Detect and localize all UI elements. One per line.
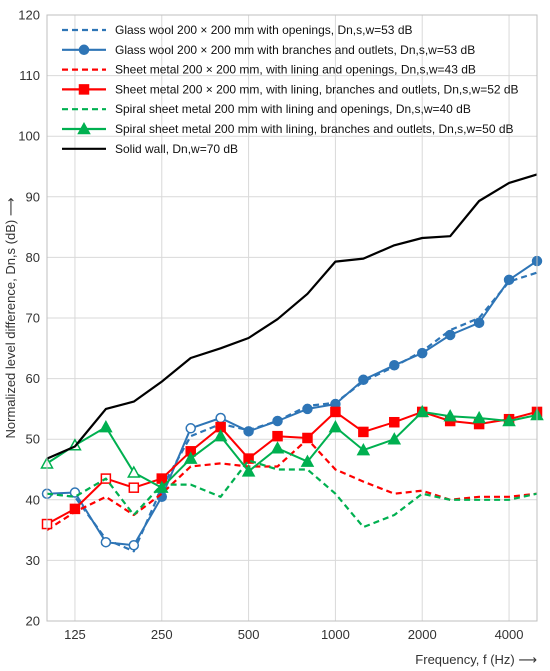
data-point [272, 415, 283, 427]
data-point [155, 480, 169, 493]
data-point [243, 426, 254, 437]
data-point [100, 536, 112, 548]
data-point [444, 329, 456, 341]
tick-labels: 20 30 40 50 60 70 80 90 100 110 120 125 250 500 1000 20… [18, 8, 523, 643]
data-point [270, 441, 285, 454]
data-point [503, 274, 515, 286]
data-point [241, 464, 256, 477]
x-tick-label: 125 [64, 627, 86, 642]
data-point [502, 413, 516, 427]
y-tick-label: 20 [26, 614, 40, 629]
data-point [328, 420, 343, 433]
legend-label: Spiral sheet metal 200 mm with lining, b… [115, 122, 514, 136]
y-tick-label: 60 [26, 371, 40, 386]
data-point [443, 409, 457, 422]
series-line [46, 410, 538, 489]
y-tick-label: 80 [26, 250, 40, 265]
legend-label: Solid wall, Dn,w=70 dB [115, 142, 238, 156]
legend: Glass wool 200 × 200 mm with openings, D… [62, 23, 519, 156]
data-point [215, 412, 226, 424]
data-point [128, 482, 140, 493]
series-5 [46, 459, 538, 529]
data-point [358, 426, 369, 438]
data-point [387, 432, 402, 445]
legend-label: Glass wool 200 × 200 mm with openings, D… [115, 23, 413, 37]
series-line [46, 271, 538, 553]
legend-entry: Spiral sheet metal 200 mm with lining, b… [62, 121, 514, 136]
series-7 [46, 173, 538, 460]
data-point [472, 410, 486, 424]
data-point [358, 374, 369, 386]
data-point [473, 317, 485, 329]
data-point [416, 347, 428, 359]
legend-entry: Glass wool 200 × 200 mm with openings, D… [62, 23, 413, 37]
y-tick-label: 100 [18, 129, 40, 144]
data-point [302, 432, 313, 444]
data-point [69, 503, 81, 515]
x-tick-label: 2000 [408, 627, 437, 642]
legend-entry: Solid wall, Dn,w=70 dB [62, 142, 238, 156]
y-tick-label: 70 [26, 311, 40, 326]
series-line [46, 173, 538, 460]
data-point [183, 451, 198, 464]
data-point [302, 403, 313, 415]
legend-label: Sheet metal 200 × 200 mm, with lining, b… [115, 82, 519, 96]
y-axis-title: Normalized level difference, Dn,s (dB) ⟶ [3, 198, 18, 439]
legend-label: Sheet metal 200 × 200 mm, with lining an… [115, 63, 476, 77]
y-tick-label: 90 [26, 189, 40, 204]
data-point [185, 423, 196, 434]
series-line [46, 459, 538, 529]
legend-label: Glass wool 200 × 200 mm with branches an… [115, 43, 475, 57]
data-point [389, 416, 400, 428]
data-point [99, 420, 113, 433]
data-point [127, 465, 141, 478]
x-tick-label: 250 [151, 627, 173, 642]
y-tick-label: 50 [26, 432, 40, 447]
legend-marker [77, 121, 91, 135]
y-tick-label: 30 [26, 553, 40, 568]
legend-entry: Glass wool 200 × 200 mm with branches an… [62, 43, 475, 57]
y-tick-label: 120 [18, 8, 40, 23]
data-point [389, 360, 400, 371]
legend-entry: Sheet metal 200 × 200 mm, with lining, b… [62, 82, 519, 96]
legend-marker [78, 84, 90, 95]
y-tick-label: 40 [26, 492, 40, 507]
x-axis-title: Frequency, f (Hz) ⟶ [415, 652, 537, 667]
legend-entry: Sheet metal 200 × 200 mm, with lining an… [62, 63, 476, 77]
series-1 [46, 271, 538, 553]
legend-label: Spiral sheet metal 200 mm with lining an… [115, 102, 471, 116]
x-tick-label: 500 [238, 627, 260, 642]
data-point [272, 430, 283, 442]
y-tick-label: 110 [19, 68, 40, 83]
x-tick-label: 4000 [495, 627, 524, 642]
data-point [330, 406, 341, 418]
legend-entry: Spiral sheet metal 200 mm with lining an… [62, 102, 471, 116]
data-point [213, 429, 228, 442]
series-2 [41, 255, 543, 551]
data-point [243, 453, 254, 464]
data-point [300, 454, 315, 467]
data-point [415, 404, 429, 418]
x-tick-label: 1000 [321, 627, 350, 642]
plot-border [46, 14, 538, 622]
data-point [356, 443, 371, 456]
data-point [128, 540, 140, 551]
legend-marker [78, 44, 90, 56]
